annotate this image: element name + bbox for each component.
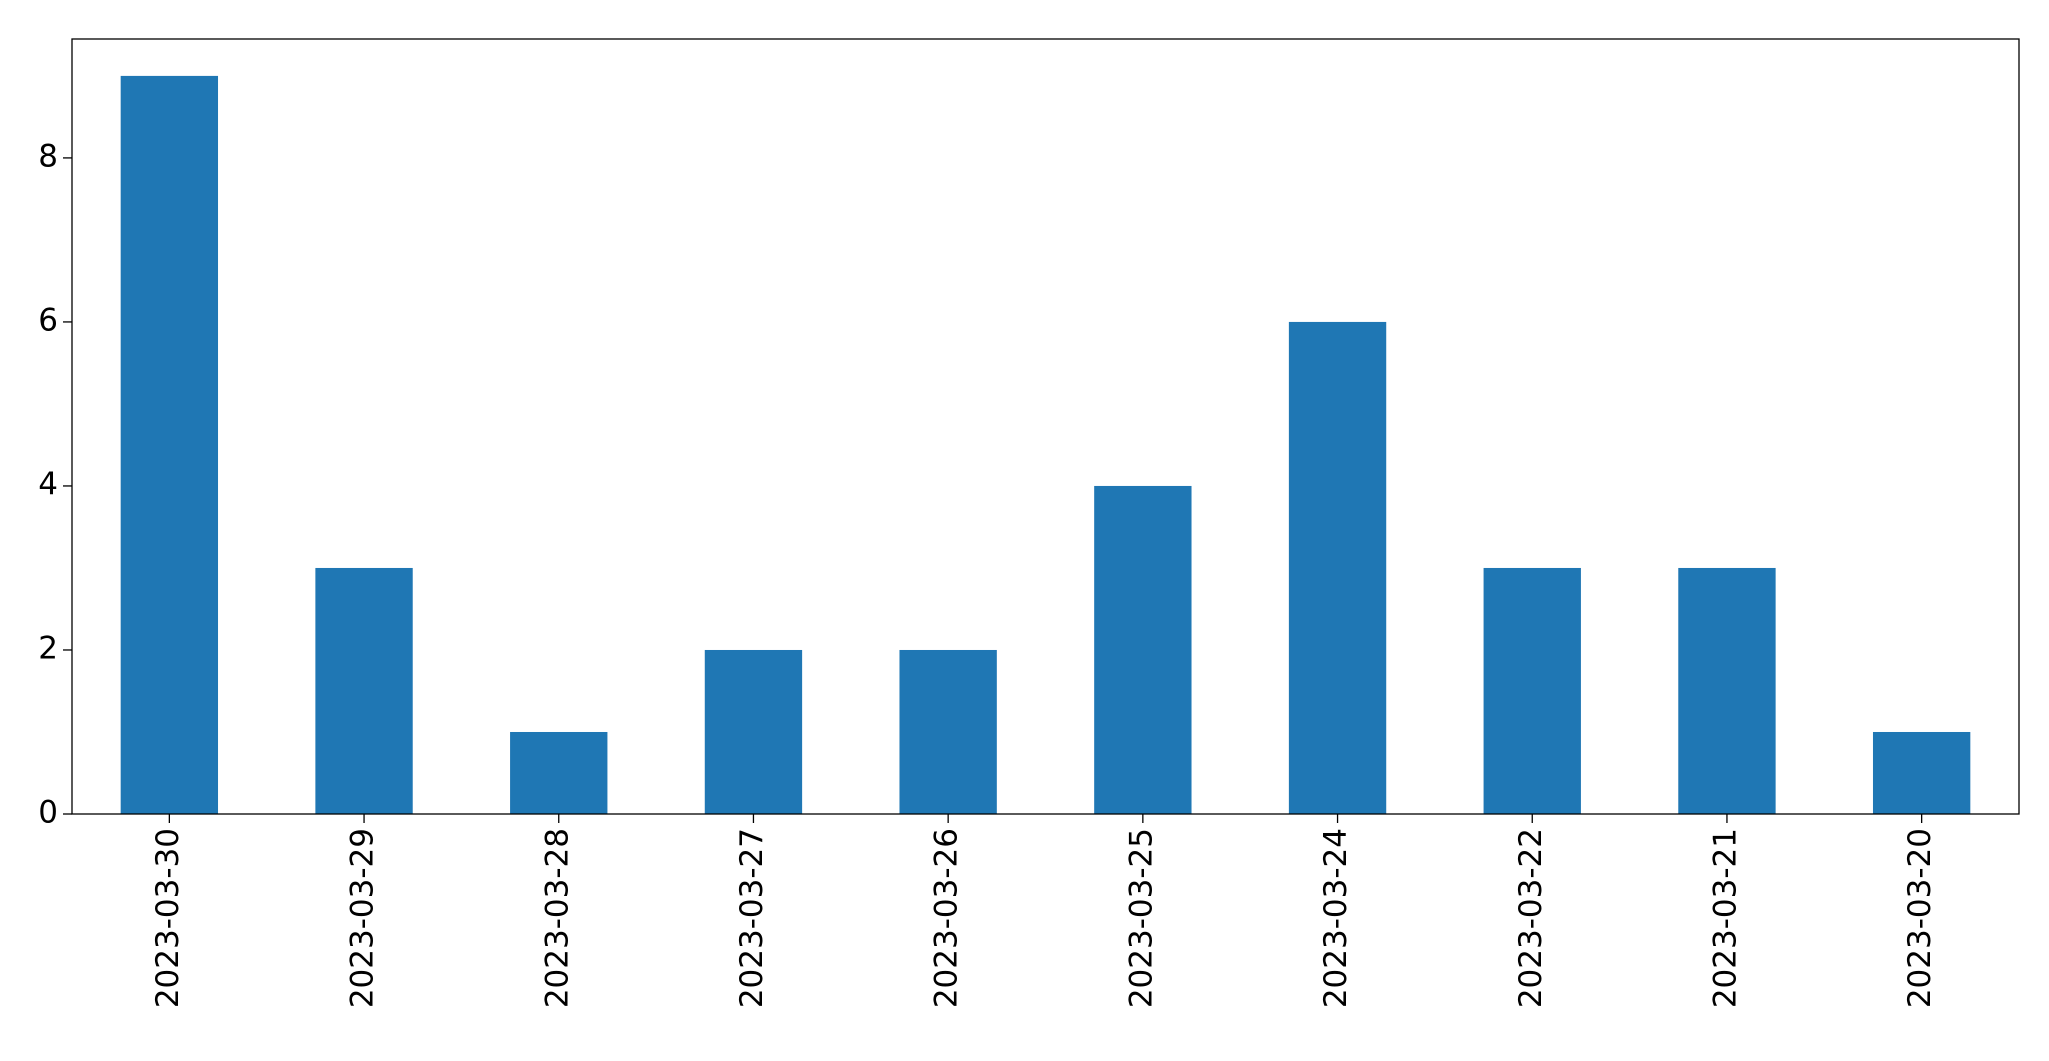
y-tick-label: 0 (38, 795, 58, 831)
x-tick-label: 2023-03-30 (150, 828, 186, 1008)
x-tick-label: 2023-03-20 (1902, 828, 1938, 1008)
bar (1288, 321, 1387, 814)
bar (1094, 485, 1192, 814)
x-tick-label: 2023-03-29 (345, 828, 381, 1008)
bar (1483, 567, 1581, 814)
bar (1872, 731, 1971, 814)
y-tick-label: 4 (38, 466, 58, 502)
x-tick-label: 2023-03-21 (1707, 828, 1743, 1008)
bar (510, 731, 608, 814)
bar (1678, 567, 1776, 814)
bar (120, 75, 219, 814)
y-tick-label: 2 (38, 630, 58, 666)
y-tick-label: 8 (38, 138, 58, 174)
x-tick-label: 2023-03-22 (1513, 828, 1549, 1008)
x-tick-label: 2023-03-24 (1318, 828, 1354, 1008)
y-tick-label: 6 (38, 302, 58, 338)
x-tick-label: 2023-03-25 (1123, 828, 1159, 1008)
bar (899, 649, 997, 814)
x-tick-label: 2023-03-27 (734, 828, 770, 1008)
plot-frame (71, 38, 2020, 815)
bar (315, 567, 413, 814)
x-tick-label: 2023-03-26 (929, 828, 965, 1008)
x-tick-label: 2023-03-28 (539, 828, 575, 1008)
bar (704, 649, 803, 814)
